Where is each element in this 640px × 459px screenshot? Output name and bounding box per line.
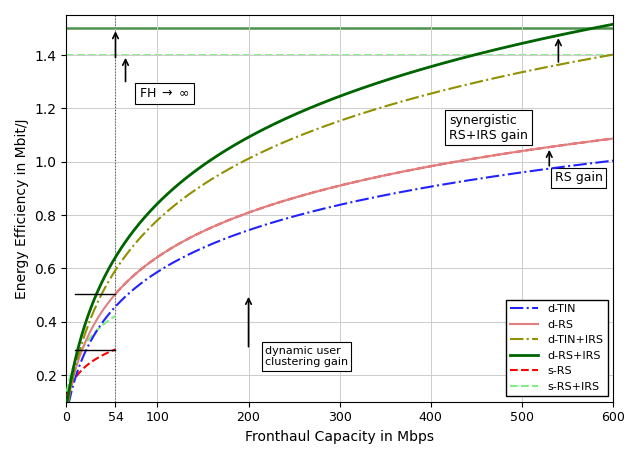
Text: dynamic user
clustering gain: dynamic user clustering gain [265, 346, 348, 367]
Legend: d-TIN, d-RS, d-TIN+IRS, d-RS+IRS, s-RS, s-RS+IRS: d-TIN, d-RS, d-TIN+IRS, d-RS+IRS, s-RS, … [506, 300, 607, 396]
Text: RS gain: RS gain [555, 171, 603, 184]
Text: FH $\rightarrow$ $\infty$: FH $\rightarrow$ $\infty$ [139, 87, 190, 100]
X-axis label: Fronthaul Capacity in Mbps: Fronthaul Capacity in Mbps [245, 430, 434, 444]
Text: synergistic
RS+IRS gain: synergistic RS+IRS gain [449, 114, 528, 142]
Y-axis label: Energy Efficiency in Mbit/J: Energy Efficiency in Mbit/J [15, 118, 29, 299]
